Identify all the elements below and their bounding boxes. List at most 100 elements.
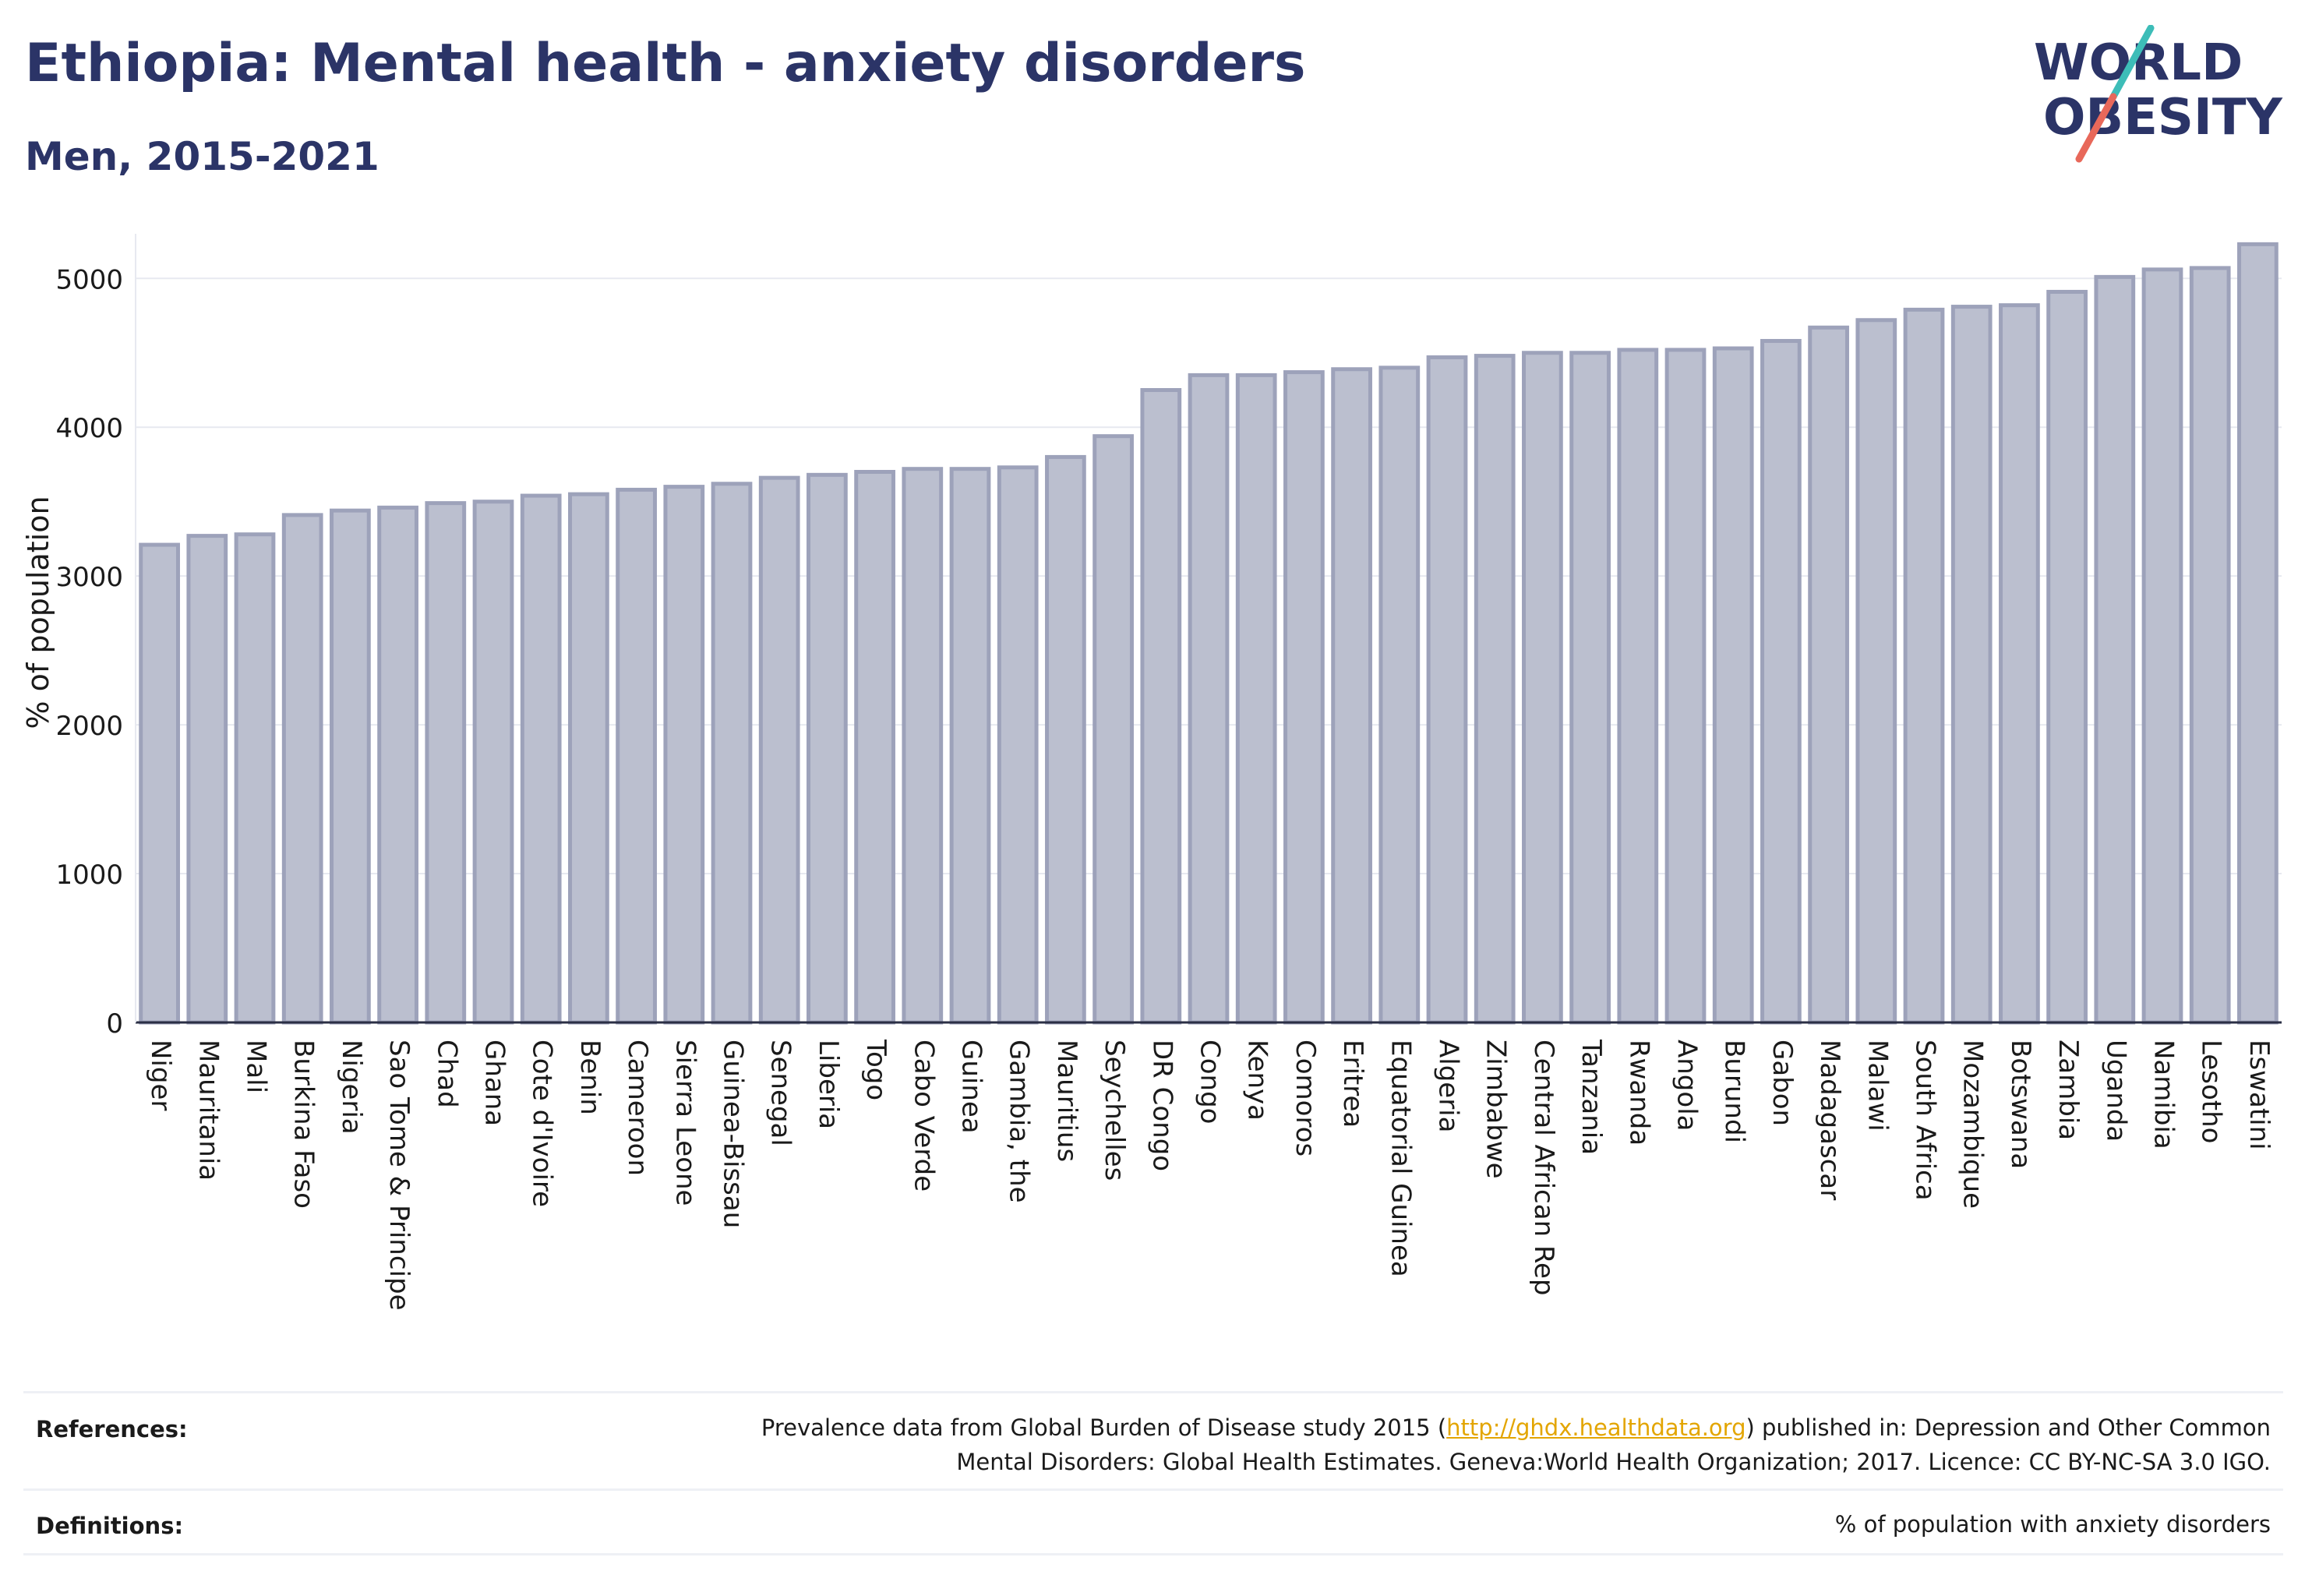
x-tick-label: Tanzania xyxy=(1576,1039,1607,1155)
x-tick-label: Comoros xyxy=(1290,1040,1321,1156)
x-tick-label: Niger xyxy=(145,1040,176,1110)
bar xyxy=(949,467,991,1025)
x-tick-label: South Africa xyxy=(1910,1040,1941,1201)
x-tick-label: Namibia xyxy=(2148,1040,2180,1149)
bar xyxy=(2189,266,2231,1025)
x-tick-label: Cabo Verde xyxy=(908,1040,939,1192)
x-tick-label: Senegal xyxy=(765,1040,796,1146)
bar xyxy=(1664,348,1707,1025)
x-tick-label: Eritrea xyxy=(1337,1040,1368,1128)
bar xyxy=(616,487,657,1025)
x-tick-label: Mozambique xyxy=(1957,1040,1989,1209)
definitions-bottom-rule xyxy=(23,1553,2283,1555)
bar xyxy=(854,470,895,1025)
x-tick-label: Kenya xyxy=(1242,1040,1273,1121)
bar xyxy=(758,475,800,1025)
x-tick-label: Algeria xyxy=(1433,1040,1464,1132)
x-tick-label: Angola xyxy=(1671,1040,1703,1131)
definitions-top-rule xyxy=(23,1488,2283,1491)
bar xyxy=(1950,305,1993,1025)
x-tick-label: Gambia, the xyxy=(1004,1040,1035,1203)
bar xyxy=(1283,370,1325,1025)
bar-chart: 0 1000 2000 3000 4000 5000 Niger Mauritania Mal… xyxy=(21,234,2282,1311)
x-tick-label: Mauritius xyxy=(1051,1040,1082,1162)
bar xyxy=(1999,303,2040,1025)
bar xyxy=(1235,373,1277,1025)
bar xyxy=(1474,354,1516,1025)
bar xyxy=(1140,387,1182,1025)
bar xyxy=(1092,434,1134,1025)
x-tick-label: Mali xyxy=(241,1040,272,1093)
x-tick-label: Botswana xyxy=(2005,1040,2036,1169)
definitions-label: Definitions: xyxy=(36,1513,184,1539)
y-tick-label: 5000 xyxy=(55,264,123,295)
x-tick-label: Burkina Faso xyxy=(288,1040,319,1209)
bar xyxy=(425,501,467,1025)
bar xyxy=(1426,355,1468,1025)
bar xyxy=(1378,365,1421,1025)
x-tick-label: Liberia xyxy=(813,1040,844,1129)
x-tick-label: Equatorial Guinea xyxy=(1385,1040,1416,1277)
bar xyxy=(1712,346,1754,1025)
bar xyxy=(2094,274,2136,1025)
y-tick-label: 0 xyxy=(106,1008,123,1040)
bar xyxy=(234,532,276,1025)
references-text-before: Prevalence data from Global Burden of Di… xyxy=(761,1414,1447,1441)
bar xyxy=(2141,267,2183,1025)
bar xyxy=(663,485,705,1025)
bar xyxy=(520,493,562,1025)
x-tick-label: Lesotho xyxy=(2196,1040,2227,1143)
bar xyxy=(330,508,371,1025)
x-tick-label: Malawi xyxy=(1862,1040,1893,1132)
references-link[interactable]: http://ghdx.healthdata.org xyxy=(1446,1414,1746,1441)
logo-slash-top-icon xyxy=(2109,25,2155,101)
references-text-after: ) published in: Depression and Other Com… xyxy=(1746,1414,2271,1441)
x-tick-label: Congo xyxy=(1195,1040,1226,1124)
bar xyxy=(568,492,609,1025)
bar xyxy=(281,513,323,1025)
bars xyxy=(139,242,2279,1025)
x-tick-label: Zimbabwe xyxy=(1481,1040,1512,1179)
y-tick-label: 3000 xyxy=(55,562,123,593)
bar xyxy=(1569,351,1611,1025)
x-tick-label: Benin xyxy=(574,1040,605,1115)
bar xyxy=(1855,318,1897,1025)
bar xyxy=(1760,338,1802,1025)
world-obesity-logo: WORLD OBESITY xyxy=(2034,25,2282,163)
bar xyxy=(997,465,1039,1025)
bar xyxy=(1808,325,1849,1025)
x-tick-label: Cameroon xyxy=(622,1040,653,1176)
x-tick-label: Uganda xyxy=(2100,1040,2131,1142)
definitions-text: % of population with anxiety disorders xyxy=(1834,1511,2271,1538)
x-tick-label: Nigeria xyxy=(336,1040,367,1135)
bar xyxy=(186,534,228,1025)
x-tick-label: Madagascar xyxy=(1814,1040,1845,1200)
x-tick-label: Cote d'Ivoire xyxy=(527,1040,558,1207)
page-subtitle: Men, 2015-2021 xyxy=(25,134,379,179)
x-tick-labels: Niger Mauritania Mali Burkina Faso Nigeria Sa… xyxy=(145,1039,2275,1311)
x-tick-label: Zambia xyxy=(2053,1040,2084,1140)
y-tick-label: 4000 xyxy=(55,413,123,444)
x-tick-label: Togo xyxy=(860,1039,891,1100)
bar xyxy=(807,472,848,1025)
x-tick-label: Gabon xyxy=(1767,1040,1798,1126)
references-top-rule xyxy=(23,1391,2283,1393)
y-tick-labels: 0 1000 2000 3000 4000 5000 xyxy=(55,264,123,1040)
bar xyxy=(2237,242,2279,1025)
bar xyxy=(1903,307,1945,1025)
x-tick-label: Burundi xyxy=(1719,1040,1750,1143)
bar xyxy=(1045,454,1086,1025)
x-tick-label: Central African Rep xyxy=(1528,1040,1559,1296)
x-tick-label: Sao Tome & Principe xyxy=(383,1040,415,1311)
x-tick-label: Chad xyxy=(431,1040,462,1108)
y-axis-label: % of population xyxy=(21,496,55,729)
references-label: References: xyxy=(36,1416,188,1442)
references-line2: Mental Disorders: Global Health Estimate… xyxy=(956,1449,2271,1475)
x-tick-label: Eswatini xyxy=(2243,1040,2275,1150)
x-tick-label: Guinea xyxy=(956,1040,987,1134)
references-text: Prevalence data from Global Burden of Di… xyxy=(556,1411,2271,1479)
bar xyxy=(902,467,944,1025)
bar xyxy=(377,505,418,1025)
x-tick-label: DR Congo xyxy=(1146,1040,1177,1171)
bar xyxy=(1617,348,1659,1025)
